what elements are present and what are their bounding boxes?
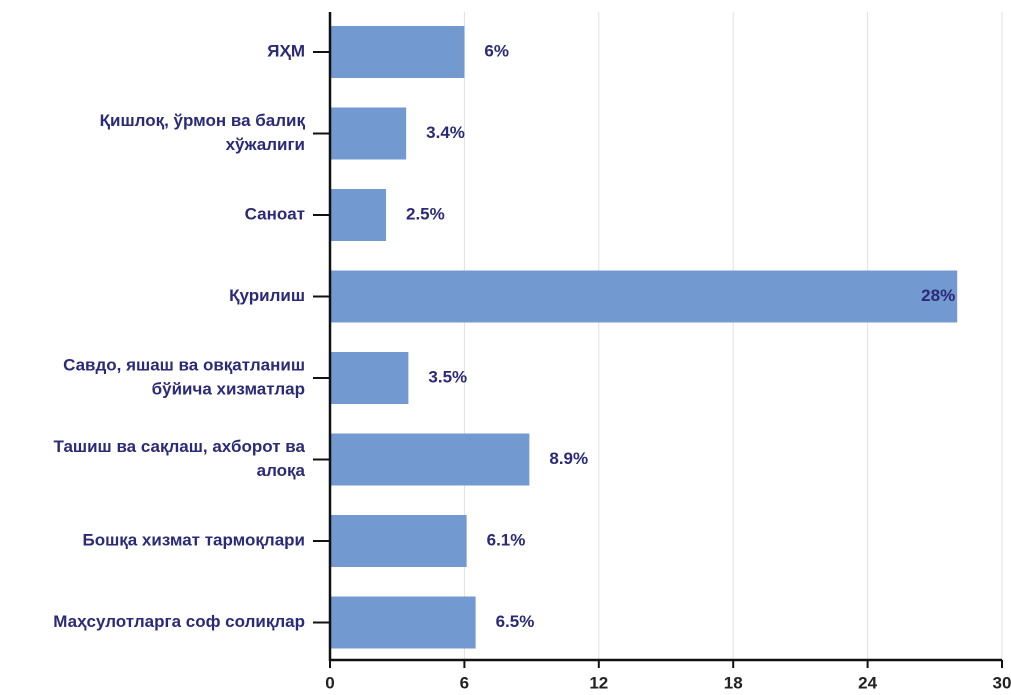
bar: [330, 270, 958, 323]
bar: [330, 107, 407, 160]
y-tick-label: Маҳсулотларга соф солиқлар: [53, 612, 305, 631]
value-label: 3.5%: [428, 367, 467, 386]
bar: [330, 433, 530, 486]
value-label: 6%: [484, 41, 509, 60]
bar: [330, 189, 386, 241]
y-tick-label: Бошқа хизмат тармоқлари: [82, 530, 305, 549]
y-tick-label: ЯҲМ: [267, 41, 305, 60]
x-tick-label: 30: [993, 673, 1011, 692]
value-label: 6.5%: [496, 612, 535, 631]
x-tick-label: 0: [325, 673, 334, 692]
value-label: 3.4%: [426, 123, 465, 142]
y-tick-label: Қурилиш: [229, 286, 305, 305]
value-label: 8.9%: [549, 449, 588, 468]
y-tick-label: Қишлоқ, ўрмон ва балиқ: [100, 111, 306, 130]
x-tick-label: 24: [858, 673, 877, 692]
x-tick-label: 18: [724, 673, 743, 692]
bar: [330, 515, 467, 567]
y-tick-label: Ташиш ва сақлаш, ахборот ва: [54, 437, 306, 456]
value-label: 2.5%: [406, 204, 445, 223]
y-tick-label: бўйича хизматлар: [152, 379, 305, 398]
bar: [330, 596, 476, 649]
bar: [330, 352, 409, 404]
x-tick-label: 12: [589, 673, 608, 692]
value-label: 28%: [921, 286, 955, 305]
value-label: 6.1%: [487, 530, 526, 549]
bar: [330, 26, 465, 78]
y-tick-label: Савдо, яшаш ва овқатланиш: [63, 355, 305, 374]
y-tick-label: Саноат: [245, 204, 305, 223]
x-tick-label: 6: [460, 673, 469, 692]
y-tick-label: хўжалиги: [226, 135, 305, 154]
y-tick-label: алоқа: [257, 461, 306, 480]
